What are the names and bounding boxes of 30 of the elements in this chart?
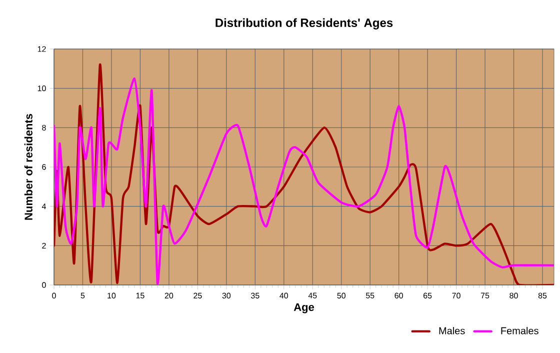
x-tick-label: 40 (280, 292, 288, 298)
x-tick-label: 45 (308, 292, 317, 298)
y-tick-label: 6 (42, 164, 46, 170)
y-tick-label: 4 (42, 204, 46, 210)
y-axis-title: Number of residents (24, 114, 32, 220)
chart-title: Distribution of Residents' Ages (216, 18, 393, 30)
x-tick-label: 65 (424, 292, 432, 298)
legend-label: Females (501, 326, 538, 334)
x-axis-title: Age (294, 303, 314, 314)
x-tick-label: 0 (52, 292, 56, 298)
x-tick-label: 75 (480, 292, 490, 298)
legend-label: Males (439, 326, 465, 334)
x-tick-label: 5 (80, 292, 85, 298)
x-tick-label: 25 (194, 292, 202, 298)
x-tick-label: 10 (108, 292, 116, 298)
y-tick-label: 8 (42, 124, 46, 130)
x-tick-label: 80 (510, 292, 518, 298)
x-tick-label: 55 (366, 292, 374, 298)
y-tick-label: 2 (42, 242, 46, 248)
x-tick-label: 70 (452, 292, 460, 298)
x-tick-label: 60 (394, 292, 403, 298)
y-tick-label: 10 (38, 85, 46, 92)
y-tick-label: 0 (42, 282, 46, 288)
x-tick-label: 20 (164, 292, 174, 298)
x-tick-label: 35 (251, 292, 260, 298)
x-tick-label: 85 (538, 292, 547, 298)
x-tick-label: 30 (222, 292, 231, 298)
y-tick-label: 12 (38, 46, 46, 52)
x-tick-label: 50 (337, 292, 346, 298)
x-tick-label: 15 (136, 292, 144, 298)
